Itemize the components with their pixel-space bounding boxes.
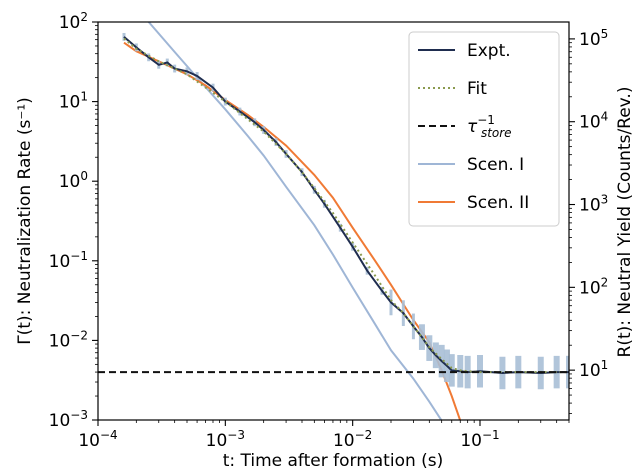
x-tick-label: 10−4: [78, 428, 117, 451]
series-scen-i: [147, 22, 443, 420]
y-axis-left-label: Γ(t): Neutralization Rate (s⁻¹): [15, 97, 35, 345]
x-tick-label: 10−3: [206, 428, 245, 451]
y-right-tick-label: 101: [579, 358, 608, 381]
legend-label: Scen. I: [467, 155, 524, 175]
y-axis-left: 10−3 10−2 10−1 100 101 102: [49, 10, 98, 431]
y-left-tick-label: 10−1: [49, 249, 88, 272]
y-left-tick-label: 10−2: [49, 328, 88, 351]
legend-label: Expt.: [467, 41, 511, 61]
plot-frame: [97, 21, 570, 421]
legend-label: Scen. II: [467, 193, 529, 213]
x-tick-label: 10−2: [333, 428, 372, 451]
plot-content: [98, 22, 569, 420]
y-axis-right-label: R(t): Neutral Yield (Counts/Rev.): [615, 87, 635, 358]
legend-box: [408, 31, 560, 227]
y-axis-right: 101 102 103 104 105: [569, 27, 608, 414]
y-right-tick-label: 103: [579, 193, 608, 216]
y-left-tick-label: 101: [59, 90, 88, 113]
legend: Expt. Fit τ−1 store Scen. I Scen. II: [408, 31, 560, 227]
series-fit: [123, 37, 569, 374]
x-axis: 10−4 10−3 10−2 10−1: [78, 420, 570, 451]
legend-label: τ−1 store: [467, 113, 512, 140]
x-axis-label: t: Time after formation (s): [223, 451, 444, 471]
x-tick-label: 10−1: [460, 428, 499, 451]
y-right-tick-label: 105: [579, 27, 608, 50]
y-left-tick-label: 10−3: [49, 408, 88, 431]
y-left-tick-label: 100: [59, 169, 88, 192]
y-right-tick-label: 102: [579, 275, 608, 298]
legend-label: Fit: [467, 79, 487, 99]
y-left-tick-label: 102: [59, 10, 88, 33]
y-right-tick-label: 104: [579, 110, 608, 133]
